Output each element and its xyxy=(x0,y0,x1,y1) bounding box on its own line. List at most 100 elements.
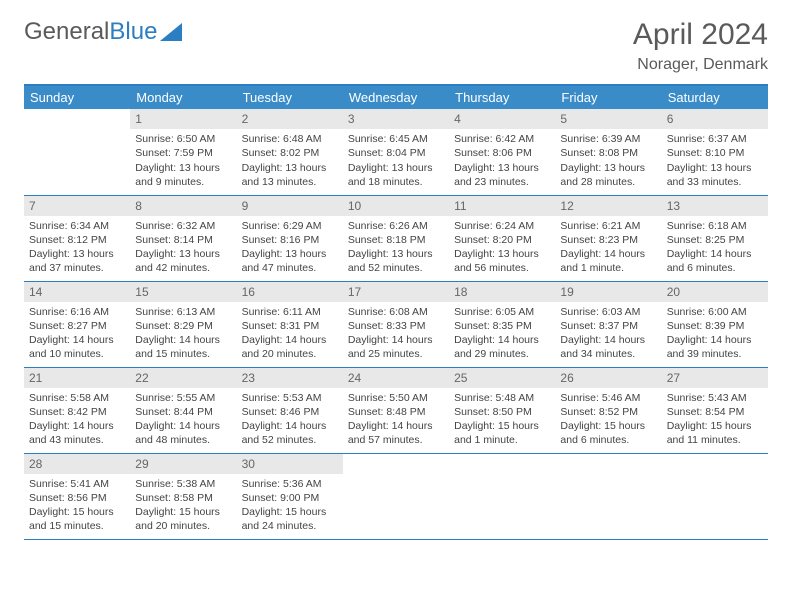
day-number: 16 xyxy=(237,282,343,302)
daylight-text: Daylight: 13 hours xyxy=(29,247,125,261)
daylight-text: Daylight: 13 hours xyxy=(454,247,550,261)
day-body: Sunrise: 6:39 AMSunset: 8:08 PMDaylight:… xyxy=(555,129,661,193)
daylight-text: Daylight: 14 hours xyxy=(135,333,231,347)
calendar-day-cell: 11Sunrise: 6:24 AMSunset: 8:20 PMDayligh… xyxy=(449,195,555,281)
daylight-text: Daylight: 14 hours xyxy=(560,333,656,347)
calendar-day-cell: 13Sunrise: 6:18 AMSunset: 8:25 PMDayligh… xyxy=(662,195,768,281)
daylight-text: Daylight: 15 hours xyxy=(560,419,656,433)
sunrise-text: Sunrise: 6:32 AM xyxy=(135,219,231,233)
day-body: Sunrise: 5:43 AMSunset: 8:54 PMDaylight:… xyxy=(662,388,768,452)
day-number: 27 xyxy=(662,368,768,388)
day-number: 6 xyxy=(662,109,768,129)
day-body: Sunrise: 5:50 AMSunset: 8:48 PMDaylight:… xyxy=(343,388,449,452)
daylight-text: Daylight: 14 hours xyxy=(454,333,550,347)
calendar-day-cell: 14Sunrise: 6:16 AMSunset: 8:27 PMDayligh… xyxy=(24,281,130,367)
day-number: 28 xyxy=(24,454,130,474)
sunset-text: Sunset: 8:56 PM xyxy=(29,491,125,505)
day-header: Saturday xyxy=(662,85,768,109)
sunrise-text: Sunrise: 5:36 AM xyxy=(242,477,338,491)
day-body: Sunrise: 6:34 AMSunset: 8:12 PMDaylight:… xyxy=(24,216,130,280)
calendar-day-cell: 7Sunrise: 6:34 AMSunset: 8:12 PMDaylight… xyxy=(24,195,130,281)
daylight-text: Daylight: 13 hours xyxy=(242,161,338,175)
month-title: April 2024 xyxy=(633,18,768,52)
calendar-day-cell: 23Sunrise: 5:53 AMSunset: 8:46 PMDayligh… xyxy=(237,367,343,453)
sunset-text: Sunset: 8:29 PM xyxy=(135,319,231,333)
calendar-week-row: 28Sunrise: 5:41 AMSunset: 8:56 PMDayligh… xyxy=(24,453,768,539)
calendar-day-cell: 2Sunrise: 6:48 AMSunset: 8:02 PMDaylight… xyxy=(237,109,343,195)
daylight-text: Daylight: 14 hours xyxy=(560,247,656,261)
sunrise-text: Sunrise: 6:48 AM xyxy=(242,132,338,146)
calendar-day-cell: 18Sunrise: 6:05 AMSunset: 8:35 PMDayligh… xyxy=(449,281,555,367)
calendar-day-cell: 17Sunrise: 6:08 AMSunset: 8:33 PMDayligh… xyxy=(343,281,449,367)
day-number: 24 xyxy=(343,368,449,388)
day-body: Sunrise: 6:48 AMSunset: 8:02 PMDaylight:… xyxy=(237,129,343,193)
daylight-text: and 20 minutes. xyxy=(135,519,231,533)
daylight-text: and 56 minutes. xyxy=(454,261,550,275)
daylight-text: and 48 minutes. xyxy=(135,433,231,447)
sunrise-text: Sunrise: 6:37 AM xyxy=(667,132,763,146)
sunrise-text: Sunrise: 6:34 AM xyxy=(29,219,125,233)
daylight-text: and 24 minutes. xyxy=(242,519,338,533)
sunset-text: Sunset: 8:54 PM xyxy=(667,405,763,419)
day-number: 7 xyxy=(24,196,130,216)
daylight-text: Daylight: 14 hours xyxy=(667,247,763,261)
sunrise-text: Sunrise: 5:58 AM xyxy=(29,391,125,405)
sunrise-text: Sunrise: 6:39 AM xyxy=(560,132,656,146)
calendar-day-cell: 30Sunrise: 5:36 AMSunset: 9:00 PMDayligh… xyxy=(237,453,343,539)
calendar-day-cell: 5Sunrise: 6:39 AMSunset: 8:08 PMDaylight… xyxy=(555,109,661,195)
daylight-text: and 43 minutes. xyxy=(29,433,125,447)
calendar-day-cell: 25Sunrise: 5:48 AMSunset: 8:50 PMDayligh… xyxy=(449,367,555,453)
day-number: 2 xyxy=(237,109,343,129)
day-body: Sunrise: 6:45 AMSunset: 8:04 PMDaylight:… xyxy=(343,129,449,193)
day-body: Sunrise: 5:36 AMSunset: 9:00 PMDaylight:… xyxy=(237,474,343,538)
sunrise-text: Sunrise: 5:38 AM xyxy=(135,477,231,491)
daylight-text: and 10 minutes. xyxy=(29,347,125,361)
daylight-text: and 25 minutes. xyxy=(348,347,444,361)
daylight-text: and 20 minutes. xyxy=(242,347,338,361)
day-header: Tuesday xyxy=(237,85,343,109)
daylight-text: Daylight: 14 hours xyxy=(348,333,444,347)
calendar-day-cell: 27Sunrise: 5:43 AMSunset: 8:54 PMDayligh… xyxy=(662,367,768,453)
calendar-week-row: 14Sunrise: 6:16 AMSunset: 8:27 PMDayligh… xyxy=(24,281,768,367)
day-number: 25 xyxy=(449,368,555,388)
calendar-day-cell: 12Sunrise: 6:21 AMSunset: 8:23 PMDayligh… xyxy=(555,195,661,281)
day-header: Friday xyxy=(555,85,661,109)
sunset-text: Sunset: 8:42 PM xyxy=(29,405,125,419)
calendar-day-cell: 8Sunrise: 6:32 AMSunset: 8:14 PMDaylight… xyxy=(130,195,236,281)
day-body: Sunrise: 6:42 AMSunset: 8:06 PMDaylight:… xyxy=(449,129,555,193)
sunrise-text: Sunrise: 6:29 AM xyxy=(242,219,338,233)
sunrise-text: Sunrise: 5:55 AM xyxy=(135,391,231,405)
daylight-text: and 1 minute. xyxy=(454,433,550,447)
daylight-text: and 9 minutes. xyxy=(135,175,231,189)
sunrise-text: Sunrise: 6:13 AM xyxy=(135,305,231,319)
daylight-text: and 42 minutes. xyxy=(135,261,231,275)
daylight-text: Daylight: 13 hours xyxy=(348,161,444,175)
sunset-text: Sunset: 9:00 PM xyxy=(242,491,338,505)
sunset-text: Sunset: 8:50 PM xyxy=(454,405,550,419)
sunrise-text: Sunrise: 6:50 AM xyxy=(135,132,231,146)
location-label: Norager, Denmark xyxy=(633,56,768,74)
calendar-day-cell: 22Sunrise: 5:55 AMSunset: 8:44 PMDayligh… xyxy=(130,367,236,453)
daylight-text: Daylight: 14 hours xyxy=(135,419,231,433)
day-number: 15 xyxy=(130,282,236,302)
day-body: Sunrise: 6:13 AMSunset: 8:29 PMDaylight:… xyxy=(130,302,236,366)
daylight-text: and 57 minutes. xyxy=(348,433,444,447)
daylight-text: and 11 minutes. xyxy=(667,433,763,447)
daylight-text: and 6 minutes. xyxy=(560,433,656,447)
daylight-text: Daylight: 15 hours xyxy=(135,505,231,519)
title-block: April 2024 Norager, Denmark xyxy=(633,18,768,74)
daylight-text: Daylight: 14 hours xyxy=(348,419,444,433)
daylight-text: and 34 minutes. xyxy=(560,347,656,361)
sunrise-text: Sunrise: 6:11 AM xyxy=(242,305,338,319)
day-number: 22 xyxy=(130,368,236,388)
day-body: Sunrise: 6:18 AMSunset: 8:25 PMDaylight:… xyxy=(662,216,768,280)
sunrise-text: Sunrise: 5:53 AM xyxy=(242,391,338,405)
day-body: Sunrise: 6:37 AMSunset: 8:10 PMDaylight:… xyxy=(662,129,768,193)
daylight-text: Daylight: 15 hours xyxy=(242,505,338,519)
daylight-text: Daylight: 14 hours xyxy=(667,333,763,347)
sunset-text: Sunset: 8:12 PM xyxy=(29,233,125,247)
day-number: 13 xyxy=(662,196,768,216)
sunset-text: Sunset: 8:31 PM xyxy=(242,319,338,333)
sunset-text: Sunset: 8:18 PM xyxy=(348,233,444,247)
sunrise-text: Sunrise: 6:08 AM xyxy=(348,305,444,319)
